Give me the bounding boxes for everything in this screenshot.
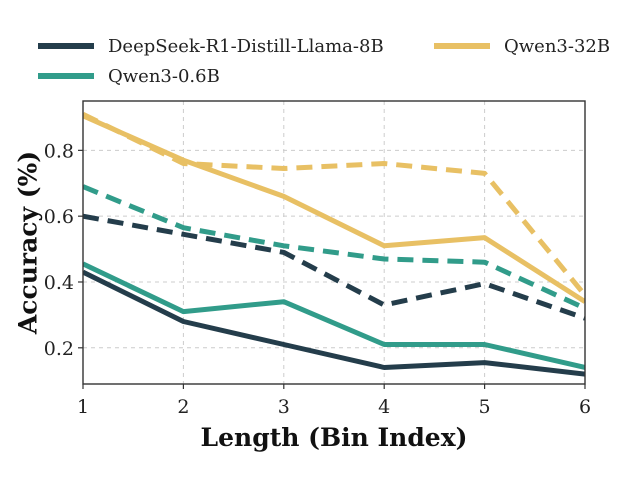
series-line-qwen3-0-6b-solid — [83, 261, 585, 370]
y-tick-label: 0.6 — [44, 206, 74, 228]
x-tick-label: 5 — [479, 396, 491, 418]
y-tick-label: 0.8 — [44, 140, 74, 162]
y-tick-label: 0.4 — [44, 272, 74, 294]
series-line-deepseek-r1-distill-llama-8b-dashed — [83, 213, 585, 321]
legend-label: Qwen3-32B — [504, 36, 610, 57]
legend-item-deepseek-r1-distill-llama-8b: DeepSeek-R1-Distill-Llama-8B — [38, 36, 384, 57]
y-axis-label: Accuracy (%) — [14, 151, 43, 335]
y-axis-ticks: 0.2 0.4 0.6 0.8 — [44, 140, 83, 360]
x-axis-label: Length (Bin Index) — [201, 423, 468, 452]
series-line-qwen3-32b-dashed — [83, 111, 585, 297]
x-tick-label: 3 — [278, 396, 290, 418]
legend-item-qwen3-0-6b: Qwen3-0.6B — [38, 66, 220, 87]
x-tick-label: 2 — [177, 396, 189, 418]
legend-label: DeepSeek-R1-Distill-Llama-8B — [108, 36, 384, 57]
series-line-qwen3-0-6b-dashed — [83, 184, 585, 311]
legend-label: Qwen3-0.6B — [108, 66, 220, 87]
series-line-deepseek-r1-distill-llama-8b-solid — [83, 269, 585, 377]
legend: DeepSeek-R1-Distill-Llama-8B Qwen3-32B Qwe… — [38, 36, 610, 87]
x-tick-label: 6 — [579, 396, 591, 418]
grid — [83, 101, 585, 384]
series-line-qwen3-32b-solid — [83, 113, 585, 304]
y-tick-label: 0.2 — [44, 338, 74, 360]
x-tick-label: 4 — [378, 396, 390, 418]
x-tick-label: 1 — [77, 396, 89, 418]
plot-frame — [82, 100, 586, 385]
series-layer — [83, 111, 585, 377]
legend-item-qwen3-32b: Qwen3-32B — [434, 36, 610, 57]
x-axis-ticks: 1 2 3 4 5 6 — [77, 384, 591, 418]
